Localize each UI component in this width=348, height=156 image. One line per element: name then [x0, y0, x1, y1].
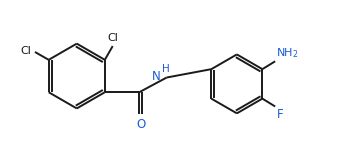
Text: N: N	[152, 70, 161, 83]
Text: O: O	[136, 118, 145, 131]
Text: F: F	[277, 108, 284, 122]
Text: Cl: Cl	[20, 46, 31, 56]
Text: NH$_2$: NH$_2$	[276, 46, 299, 60]
Text: H: H	[162, 64, 169, 74]
Text: Cl: Cl	[107, 33, 118, 43]
